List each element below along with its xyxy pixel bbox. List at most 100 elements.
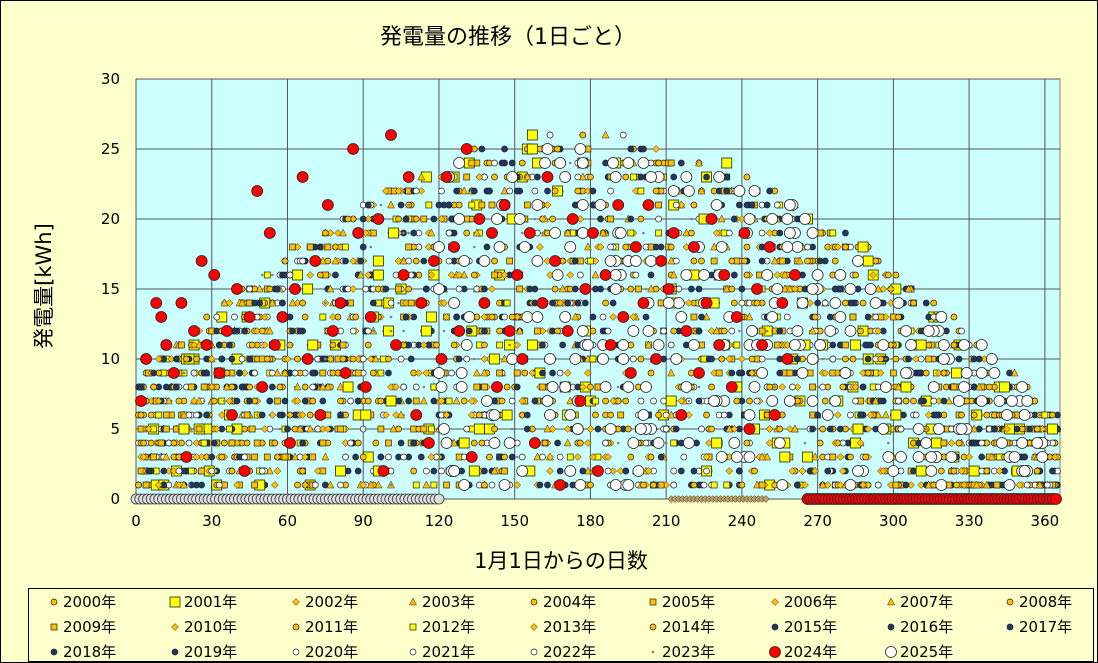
scatter-point (852, 271, 859, 279)
scatter-point (922, 369, 930, 377)
scatter-point (566, 453, 574, 461)
scatter-point (1049, 411, 1056, 419)
scatter-point (430, 467, 438, 475)
point-2024 (385, 129, 397, 141)
scatter-point (703, 173, 710, 181)
scatter-point (486, 187, 493, 195)
scatter-point (607, 187, 614, 195)
x-tick-label: 150 (500, 512, 529, 530)
point-2024 (700, 297, 713, 309)
point-2024 (263, 227, 276, 239)
point-2025 (922, 325, 935, 337)
scatter-point (453, 187, 460, 195)
scatter-point (922, 299, 930, 307)
point-2024 (268, 339, 281, 351)
scatter-point (508, 397, 516, 405)
legend-label: 2008年 (1019, 593, 1073, 611)
scatter-point (402, 329, 405, 333)
scatter-point (667, 243, 675, 251)
scatter-point (228, 355, 236, 363)
legend-marker (292, 648, 300, 655)
scatter-point (1056, 483, 1059, 487)
scatter-point (157, 439, 165, 447)
point-2024 (180, 451, 193, 463)
scatter-point (137, 411, 145, 419)
point-2024 (592, 465, 604, 477)
scatter-point (289, 327, 296, 335)
y-tick-label: 20 (101, 210, 120, 228)
scatter-point (596, 243, 605, 251)
scatter-point (294, 355, 301, 363)
scatter-point (730, 425, 739, 433)
scatter-point (660, 327, 667, 335)
point-2024 (160, 339, 173, 351)
scatter-point (733, 341, 741, 349)
scatter-point (602, 299, 609, 307)
point-2024 (238, 465, 251, 477)
scatter-point (412, 397, 420, 405)
point-2024 (637, 297, 650, 309)
scatter-point (510, 427, 514, 431)
point-2025 (743, 409, 756, 421)
scatter-point (541, 231, 544, 235)
point-2025 (985, 353, 998, 365)
scatter-point (730, 299, 738, 307)
scatter-point (587, 383, 594, 391)
scatter-point (241, 453, 248, 461)
scatter-point (551, 187, 559, 195)
scatter-point (915, 465, 927, 477)
scatter-point (369, 299, 377, 307)
scatter-point (644, 340, 653, 349)
legend-marker (651, 650, 655, 653)
scatter-point (652, 243, 660, 251)
point-2025 (438, 423, 450, 435)
scatter-point (736, 467, 743, 475)
legend-item: 2023年 (646, 641, 715, 662)
point-2025 (806, 395, 819, 407)
scatter-point (687, 399, 691, 403)
y-tick-label: 10 (101, 350, 120, 368)
point-2025 (935, 311, 948, 323)
point-2025 (463, 311, 476, 323)
point-2025 (796, 367, 809, 379)
scatter-point (627, 285, 635, 293)
scatter-point (859, 383, 867, 391)
scatter-point (173, 383, 180, 391)
scatter-point (773, 201, 781, 209)
scatter-point (900, 411, 907, 419)
y-tick-label: 30 (101, 70, 120, 88)
scatter-point (150, 383, 158, 391)
scatter-point (518, 453, 526, 461)
scatter-point (786, 369, 794, 377)
scatter-point (279, 299, 286, 307)
scatter-point (402, 189, 405, 193)
scatter-point (354, 467, 362, 475)
point-2024 (435, 353, 448, 365)
legend-marker (885, 645, 897, 658)
legend-label: 2006年 (784, 593, 838, 611)
scatter-point (274, 397, 281, 405)
scatter-point (389, 315, 393, 319)
scatter-point (271, 439, 279, 447)
scatter-point (967, 357, 971, 361)
scatter-point (238, 383, 246, 391)
scatter-point (430, 397, 438, 405)
scatter-point (508, 313, 516, 321)
scatter-point (715, 369, 723, 377)
legend-label: 2016年 (900, 618, 954, 636)
scatter-point (1023, 481, 1031, 489)
scatter-point (708, 383, 715, 391)
scatter-point (627, 145, 635, 153)
point-2025 (1016, 381, 1029, 393)
legend-label: 2020年 (305, 643, 359, 661)
legend-symbol (771, 597, 779, 606)
point-2025 (455, 367, 468, 379)
scatter-point (809, 383, 816, 391)
scatter-point (478, 201, 486, 209)
scatter-point (523, 201, 531, 209)
scatter-point (690, 481, 698, 489)
scatter-point (695, 285, 703, 293)
scatter-point (670, 439, 678, 447)
scatter-point (1038, 413, 1042, 417)
point-2024 (465, 451, 478, 463)
